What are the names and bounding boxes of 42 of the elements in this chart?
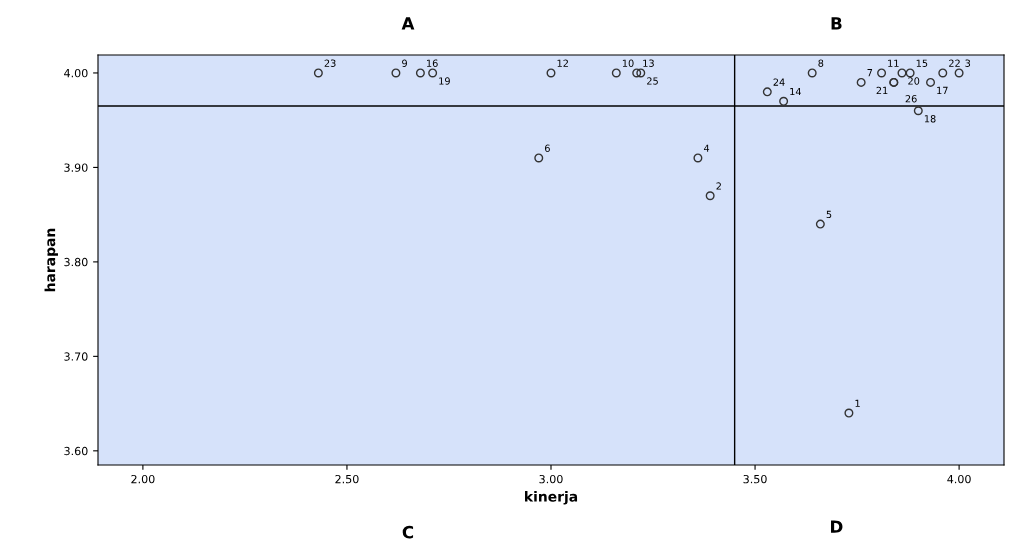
annotation: 25 <box>647 77 658 85</box>
annotation: 14 <box>790 88 801 96</box>
y-tick-label: 3.80 <box>64 257 88 267</box>
annotation: 17 <box>937 86 948 94</box>
text: C <box>402 525 414 539</box>
x-tick-label: 3.50 <box>743 474 767 484</box>
annotation: 26 <box>905 95 917 103</box>
annotation: 1 <box>855 399 860 407</box>
annotation: 10 <box>622 59 634 67</box>
annotation: 23 <box>324 59 336 67</box>
y-tick-label: 4.00 <box>64 68 88 78</box>
text: A <box>401 17 415 30</box>
x-tick-label: 2.50 <box>335 474 359 484</box>
x-tick-label: 4.00 <box>947 474 971 484</box>
annotation: 19 <box>439 77 450 85</box>
annotation: 5 <box>826 210 832 219</box>
y-tick-label: 3.60 <box>64 446 88 456</box>
annotation: 12 <box>557 59 568 67</box>
x-tick-label: 2.00 <box>131 474 155 484</box>
annotation: 11 <box>888 59 899 67</box>
annotation: 8 <box>818 59 824 67</box>
annotation: 22 <box>949 59 960 67</box>
y-axis-title: harapan <box>44 228 58 292</box>
annotation: 16 <box>427 59 438 67</box>
annotation: 6 <box>544 144 550 152</box>
annotation: 7 <box>867 69 873 77</box>
y-tick-label: 3.70 <box>64 352 88 361</box>
annotation: 4 <box>703 144 710 152</box>
text: D <box>831 520 843 533</box>
annotation: 13 <box>643 59 654 67</box>
text: B <box>831 17 842 30</box>
annotation: 3 <box>965 59 971 67</box>
annotation: 18 <box>924 115 936 123</box>
x-axis-title: kinerja <box>525 491 578 505</box>
annotation: 24 <box>773 78 785 86</box>
x-tick-label: 3.00 <box>539 474 563 484</box>
annotation: 2 <box>716 182 721 190</box>
annotation: 9 <box>402 59 407 67</box>
annotation: 21 <box>876 86 888 94</box>
annotation: 20 <box>908 77 920 85</box>
y-tick-label: 3.90 <box>64 163 88 172</box>
annotation: 15 <box>916 59 928 67</box>
